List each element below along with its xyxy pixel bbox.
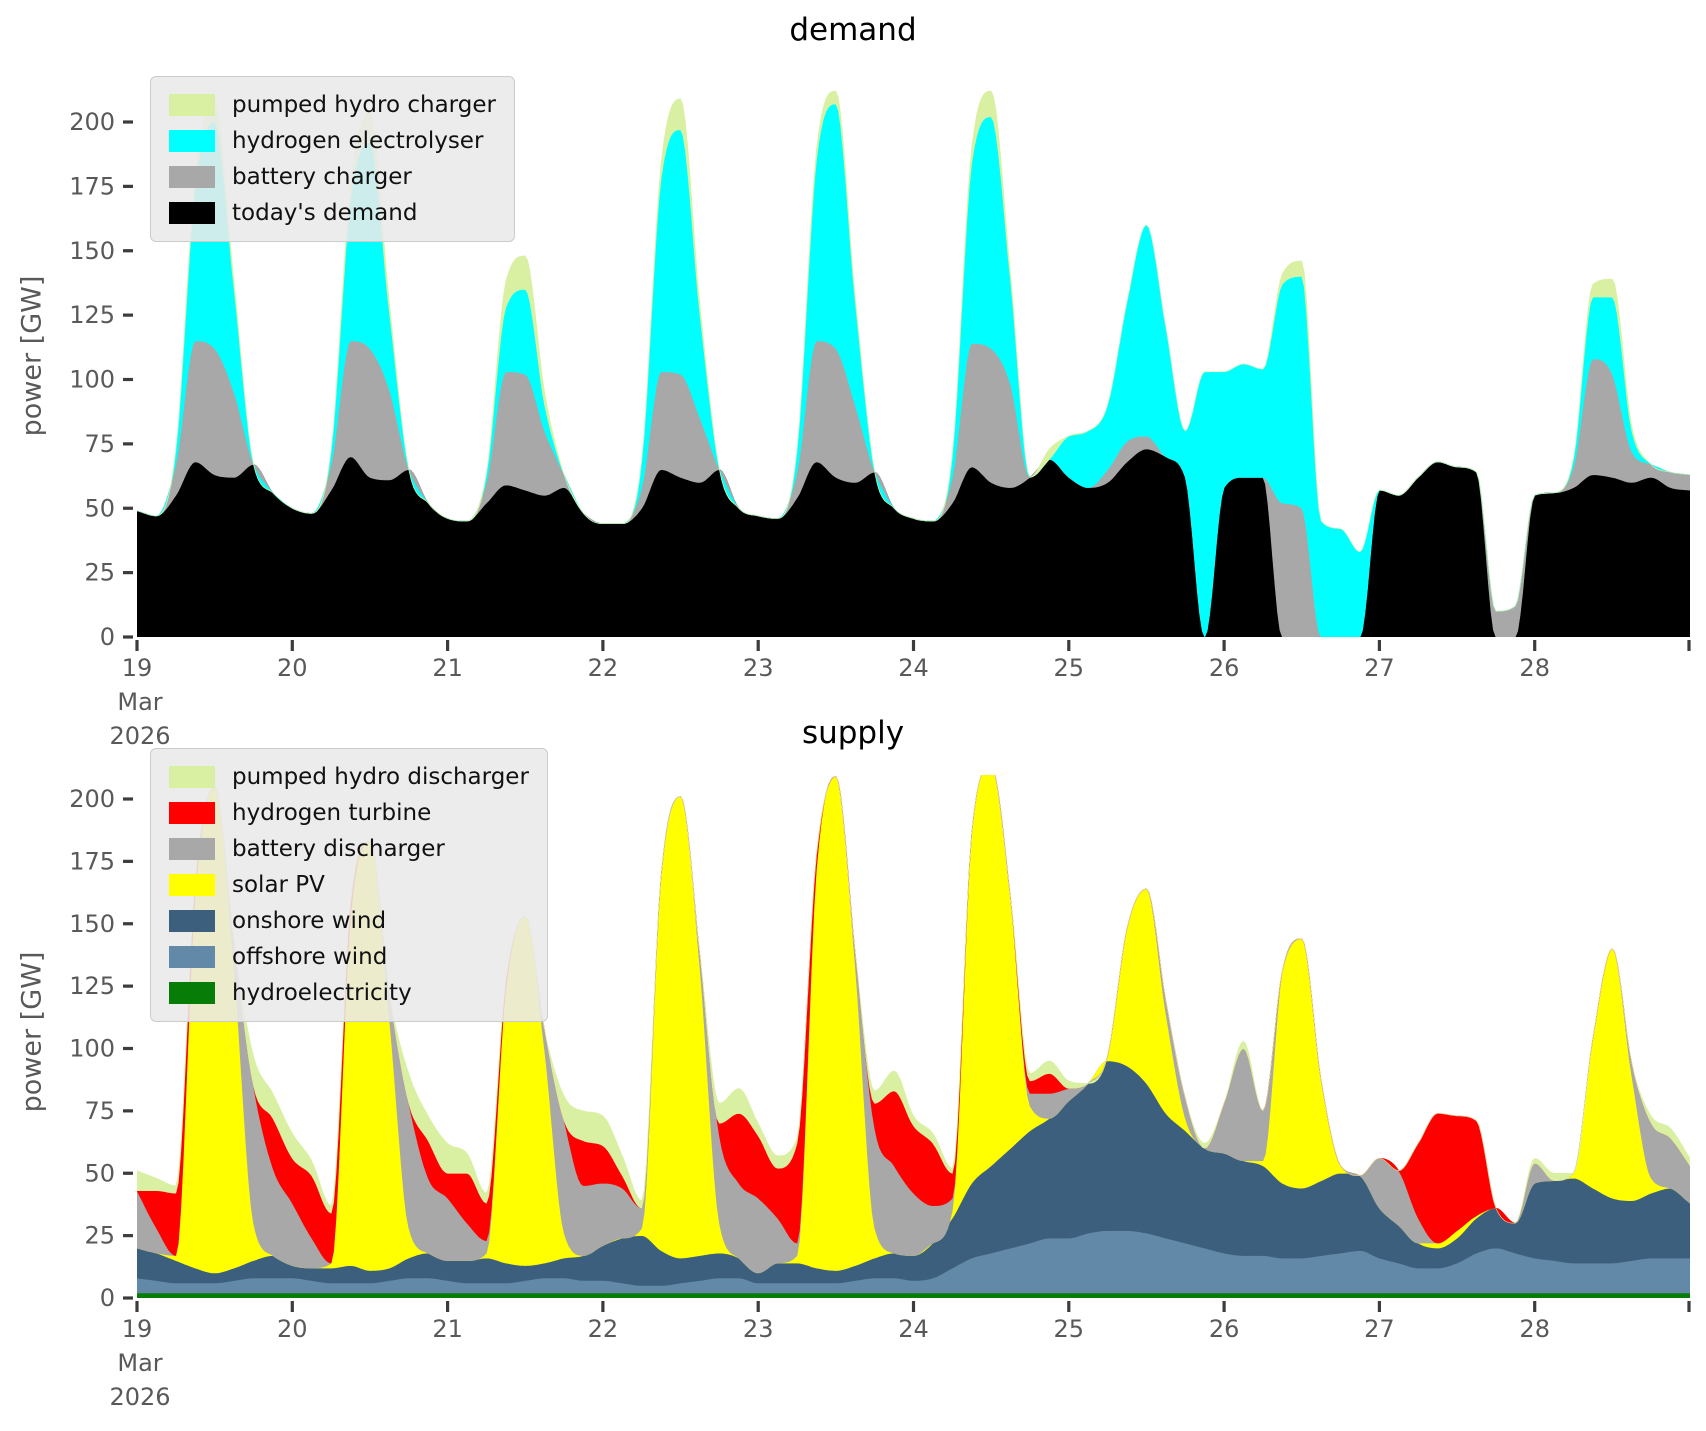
demand-chart-title: demand <box>789 12 917 48</box>
legend-entry-hydrogen-turbine: hydrogen turbine <box>169 795 529 831</box>
y-tick-label-demand-150: 150 <box>69 237 115 265</box>
x-axis-sublabel-supply-2026: 2026 <box>109 1383 170 1411</box>
y-tick-label-supply-75: 75 <box>84 1097 115 1125</box>
x-tick-label-demand-25: 25 <box>1054 654 1085 682</box>
legend-entry-offshore-wind: offshore wind <box>169 939 529 975</box>
legend-label-solar-pv: solar PV <box>232 872 325 898</box>
supply-legend: pumped hydro discharger hydrogen turbine b… <box>150 748 548 1022</box>
legend-swatch-pumped-hydro-charger <box>169 94 215 116</box>
y-tick-label-supply-200: 200 <box>69 785 115 813</box>
x-tick-label-demand-28: 28 <box>1519 654 1550 682</box>
x-tick-label-supply-28: 28 <box>1519 1315 1550 1343</box>
x-tick-label-supply-26: 26 <box>1209 1315 1240 1343</box>
legend-entry-onshore-wind: onshore wind <box>169 903 529 939</box>
y-tick-label-demand-200: 200 <box>69 108 115 136</box>
supply-plot-area <box>137 775 1690 1298</box>
demand-plot-area <box>137 90 1690 637</box>
legend-label-offshore-wind: offshore wind <box>232 944 388 970</box>
legend-entry-today-s-demand: today's demand <box>169 195 496 231</box>
legend-swatch-battery-discharger <box>169 838 215 860</box>
supply-axes: 0 25 50 75 100 125 150 175 200 19 Mar 2026 20 21 22 23 2… <box>69 785 1691 1411</box>
x-tick-label-demand-23: 23 <box>743 654 774 682</box>
legend-swatch-onshore-wind <box>169 910 215 932</box>
legend-label-today-s-demand: today's demand <box>232 200 418 226</box>
legend-entry-hydroelectricity: hydroelectricity <box>169 975 529 1011</box>
x-tick-label-supply-27: 27 <box>1364 1315 1395 1343</box>
area-hydroelectricity <box>137 1292 1690 1298</box>
y-tick-label-supply-50: 50 <box>84 1159 115 1187</box>
x-tick-label-supply-23: 23 <box>743 1315 774 1343</box>
x-tick-label-supply-22: 22 <box>588 1315 619 1343</box>
y-tick-label-supply-150: 150 <box>69 910 115 938</box>
x-tick-label-supply-21: 21 <box>432 1315 463 1343</box>
legend-label-battery-charger: battery charger <box>232 164 412 190</box>
legend-swatch-solar-pv <box>169 874 215 896</box>
legend-entry-pumped-hydro-discharger: pumped hydro discharger <box>169 759 529 795</box>
y-tick-label-demand-125: 125 <box>69 301 115 329</box>
legend-entry-solar-pv: solar PV <box>169 867 529 903</box>
supply-chart-title: supply <box>801 715 905 751</box>
legend-swatch-offshore-wind <box>169 946 215 968</box>
legend-entry-battery-charger: battery charger <box>169 159 496 195</box>
legend-label-hydrogen-turbine: hydrogen turbine <box>232 800 432 826</box>
legend-entry-hydrogen-electrolyser: hydrogen electrolyser <box>169 123 496 159</box>
y-tick-label-supply-25: 25 <box>84 1222 115 1250</box>
x-axis-sublabel-demand-2026: 2026 <box>109 722 170 750</box>
legend-entry-pumped-hydro-charger: pumped hydro charger <box>169 87 496 123</box>
legend-label-battery-discharger: battery discharger <box>232 836 445 862</box>
legend-label-onshore-wind: onshore wind <box>232 908 387 934</box>
legend-label-pumped-hydro-discharger: pumped hydro discharger <box>232 764 529 790</box>
legend-label-hydroelectricity: hydroelectricity <box>232 980 412 1006</box>
y-tick-label-demand-75: 75 <box>84 430 115 458</box>
x-tick-label-demand-24: 24 <box>898 654 929 682</box>
legend-swatch-pumped-hydro-discharger <box>169 766 215 788</box>
y-tick-label-demand-100: 100 <box>69 366 115 394</box>
x-tick-label-demand-27: 27 <box>1364 654 1395 682</box>
x-tick-label-supply-19: 19 <box>122 1315 153 1343</box>
y-tick-label-supply-175: 175 <box>69 847 115 875</box>
area-pumped-hydro-charger <box>137 90 1690 612</box>
area-pumped-hydro-discharger <box>137 775 1690 1224</box>
legend-swatch-battery-charger <box>169 166 215 188</box>
x-axis-sublabel-supply-mar: Mar <box>117 1349 162 1377</box>
y-tick-label-demand-50: 50 <box>84 494 115 522</box>
y-tick-label-demand-0: 0 <box>100 623 115 651</box>
x-axis-sublabel-demand-mar: Mar <box>117 688 162 716</box>
legend-swatch-hydrogen-electrolyser <box>169 130 215 152</box>
legend-label-hydrogen-electrolyser: hydrogen electrolyser <box>232 128 484 154</box>
y-tick-label-demand-25: 25 <box>84 559 115 587</box>
y-tick-label-demand-175: 175 <box>69 172 115 200</box>
legend-swatch-hydroelectricity <box>169 982 215 1004</box>
x-tick-label-supply-25: 25 <box>1054 1315 1085 1343</box>
y-tick-label-supply-0: 0 <box>100 1284 115 1312</box>
x-tick-label-demand-21: 21 <box>432 654 463 682</box>
y-tick-label-supply-100: 100 <box>69 1035 115 1063</box>
legend-entry-battery-discharger: battery discharger <box>169 831 529 867</box>
x-tick-label-demand-19: 19 <box>122 654 153 682</box>
legend-label-pumped-hydro-charger: pumped hydro charger <box>232 92 496 118</box>
x-tick-label-demand-20: 20 <box>277 654 308 682</box>
y-tick-label-supply-125: 125 <box>69 972 115 1000</box>
x-tick-label-supply-24: 24 <box>898 1315 929 1343</box>
legend-swatch-today-s-demand <box>169 202 215 224</box>
x-tick-label-demand-22: 22 <box>588 654 619 682</box>
x-tick-label-supply-20: 20 <box>277 1315 308 1343</box>
x-tick-label-demand-26: 26 <box>1209 654 1240 682</box>
legend-swatch-hydrogen-turbine <box>169 802 215 824</box>
demand-axes: 0 25 50 75 100 125 150 175 200 19 Mar 2026 20 21 22 23 2… <box>69 108 1691 750</box>
demand-legend: pumped hydro charger hydrogen electrolyse… <box>150 76 515 242</box>
